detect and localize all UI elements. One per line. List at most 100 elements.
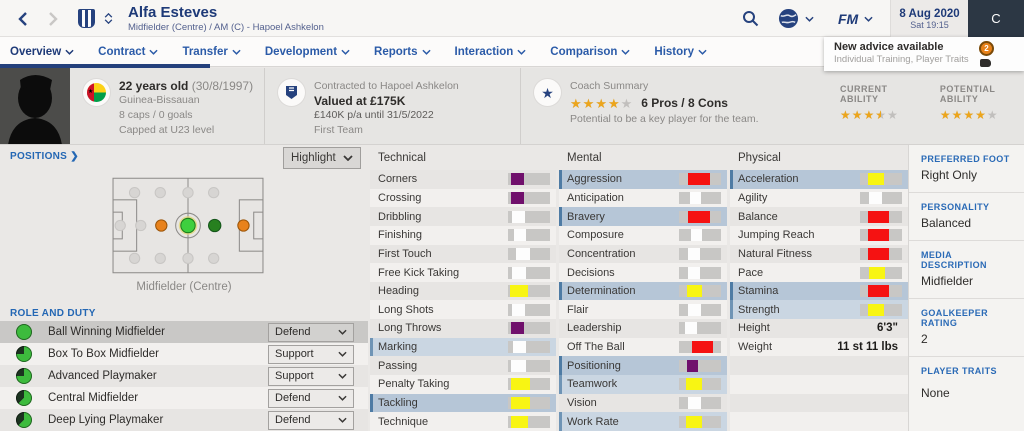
- attr-value-block: [511, 173, 524, 186]
- highlight-dropdown[interactable]: Highlight: [283, 147, 361, 169]
- attr-name: Strength: [738, 303, 780, 316]
- role-suitability-icon: [16, 390, 32, 406]
- attr-row-leadership: Leadership: [559, 319, 727, 338]
- attr-name: Decisions: [567, 266, 615, 279]
- page-title: Alfa Esteves: [128, 3, 218, 21]
- chevron-down-icon: [517, 49, 526, 55]
- game-date-button[interactable]: 8 Aug 2020 Sat 19:15: [890, 0, 968, 37]
- ability-section: CURRENT ABILITY ★★★★★★★★★ POTENTIAL ABIL…: [840, 68, 1024, 144]
- attr-value-block: [511, 359, 527, 372]
- game-time: Sat 19:15: [910, 19, 949, 30]
- attr-bar: [679, 173, 721, 186]
- attr-row-heading: Heading: [370, 281, 556, 301]
- attr-bar: [679, 378, 721, 391]
- attr-bar: [679, 415, 721, 428]
- tab-development[interactable]: Development: [265, 46, 350, 58]
- tab-transfer[interactable]: Transfer: [182, 46, 241, 58]
- tab-overview[interactable]: Overview: [10, 46, 74, 58]
- attr-value-block: [868, 285, 890, 298]
- role-row-ball-winning-midfielder[interactable]: Ball Winning Midfielder Defend: [0, 321, 368, 343]
- attr-name: Penalty Taking: [378, 378, 450, 391]
- role-row-deep-lying-playmaker[interactable]: Deep Lying Playmaker Defend: [0, 409, 368, 431]
- attr-bar: [679, 191, 721, 204]
- back-button[interactable]: [12, 0, 34, 37]
- chevron-down-icon: [864, 16, 873, 22]
- chevron-left-icon: [18, 11, 27, 26]
- attr-name: Jumping Reach: [738, 229, 815, 242]
- chevron-down-icon: [805, 16, 814, 22]
- attr-bar: [508, 359, 550, 372]
- attributes-panel: Technical Corners Crossing Dribbling Fin…: [370, 145, 908, 431]
- attr-row-long-throws: Long Throws: [370, 319, 556, 338]
- role-list: Ball Winning Midfielder Defend Box To Box …: [0, 321, 368, 431]
- role-row-advanced-playmaker[interactable]: Advanced Playmaker Support: [0, 365, 368, 387]
- world-menu[interactable]: [778, 0, 814, 37]
- attr-value-block: [869, 191, 882, 204]
- player-nationality: Guinea-Bissauan: [119, 94, 200, 106]
- tab-reports[interactable]: Reports: [374, 46, 431, 58]
- tab-history[interactable]: History: [654, 46, 707, 58]
- attr-bar: [508, 247, 550, 260]
- role-row-central-midfielder[interactable]: Central Midfielder Defend: [0, 387, 368, 409]
- player-cycler[interactable]: [104, 0, 113, 37]
- duty-dropdown[interactable]: Support: [268, 366, 354, 386]
- weight-row: Weight 11 st 11 lbs: [730, 337, 908, 357]
- attr-row-stamina: Stamina: [730, 281, 908, 301]
- chevron-down-icon: [65, 49, 74, 55]
- attr-bar: [508, 285, 550, 298]
- fm-menu[interactable]: FM: [838, 0, 873, 37]
- duty-dropdown[interactable]: Defend: [268, 388, 354, 408]
- attr-name: Natural Fitness: [738, 247, 812, 260]
- tab-comparison[interactable]: Comparison: [550, 46, 630, 58]
- attr-row-natural-fitness: Natural Fitness: [730, 244, 908, 264]
- attr-name: Agility: [738, 191, 768, 204]
- chevron-down-icon: [421, 49, 431, 55]
- weight-value: 11 st 11 lbs: [837, 341, 898, 354]
- tab-interaction[interactable]: Interaction: [455, 46, 527, 58]
- advice-title: New advice available: [834, 41, 944, 53]
- advice-notification[interactable]: New advice available Individual Training…: [824, 37, 1024, 71]
- duty-dropdown[interactable]: Support: [268, 344, 354, 364]
- attr-value-block: [688, 266, 700, 279]
- attr-column-mental: Mental Aggression Anticipation Bravery C…: [559, 145, 727, 431]
- tab-contract[interactable]: Contract: [98, 46, 159, 58]
- attr-row-balance: Balance: [730, 207, 908, 226]
- attr-value-block: [868, 210, 890, 223]
- role-row-box-to-box-midfielder[interactable]: Box To Box Midfielder Support: [0, 343, 368, 365]
- continue-button[interactable]: C: [968, 0, 1024, 37]
- star-icon: ★★: [607, 95, 620, 111]
- search-icon: [743, 11, 759, 27]
- positions-link[interactable]: POSITIONS ❯: [10, 151, 79, 162]
- current-ability: CURRENT ABILITY ★★★★★★★★★: [840, 84, 898, 144]
- height-label: Height: [738, 322, 770, 335]
- potential-ability-stars: ★ ★ ★ ★ ★ ★ ★ ★ ★: [940, 109, 998, 122]
- role-name: Box To Box Midfielder: [48, 348, 160, 360]
- attr-bar: [860, 266, 902, 279]
- attr-name: Finishing: [378, 229, 423, 242]
- attr-row-bravery: Bravery: [559, 207, 727, 226]
- attr-bar: [860, 247, 902, 260]
- player-details-sidebar: PREFERRED FOOT Right Only PERSONALITY Bal…: [908, 145, 1024, 431]
- attr-row-agility: Agility: [730, 188, 908, 208]
- attr-bar: [860, 229, 902, 242]
- player-age: 22 years old: [119, 79, 189, 93]
- club-crest-icon[interactable]: [78, 0, 95, 37]
- attr-name: Passing: [378, 359, 418, 372]
- attr-value-block: [511, 322, 524, 335]
- attr-row-jumping-reach: Jumping Reach: [730, 225, 908, 245]
- empty-row: [730, 393, 908, 413]
- duty-dropdown[interactable]: Defend: [268, 322, 354, 342]
- star-icon: ★★: [863, 108, 875, 122]
- sidebar-section-personality: PERSONALITY Balanced: [909, 193, 1024, 241]
- attr-name: Vision: [567, 397, 597, 409]
- attr-name: Positioning: [567, 359, 621, 372]
- attr-name: Balance: [738, 210, 778, 223]
- attr-row-long-shots: Long Shots: [370, 300, 556, 320]
- attr-row-flair: Flair: [559, 300, 727, 320]
- duty-dropdown[interactable]: Defend: [268, 410, 354, 430]
- search-button[interactable]: [742, 0, 759, 37]
- attr-row-vision: Vision: [559, 393, 727, 413]
- game-date: 8 Aug 2020: [899, 7, 960, 20]
- forward-button[interactable]: [42, 0, 64, 37]
- height-row: Height 6'3": [730, 319, 908, 338]
